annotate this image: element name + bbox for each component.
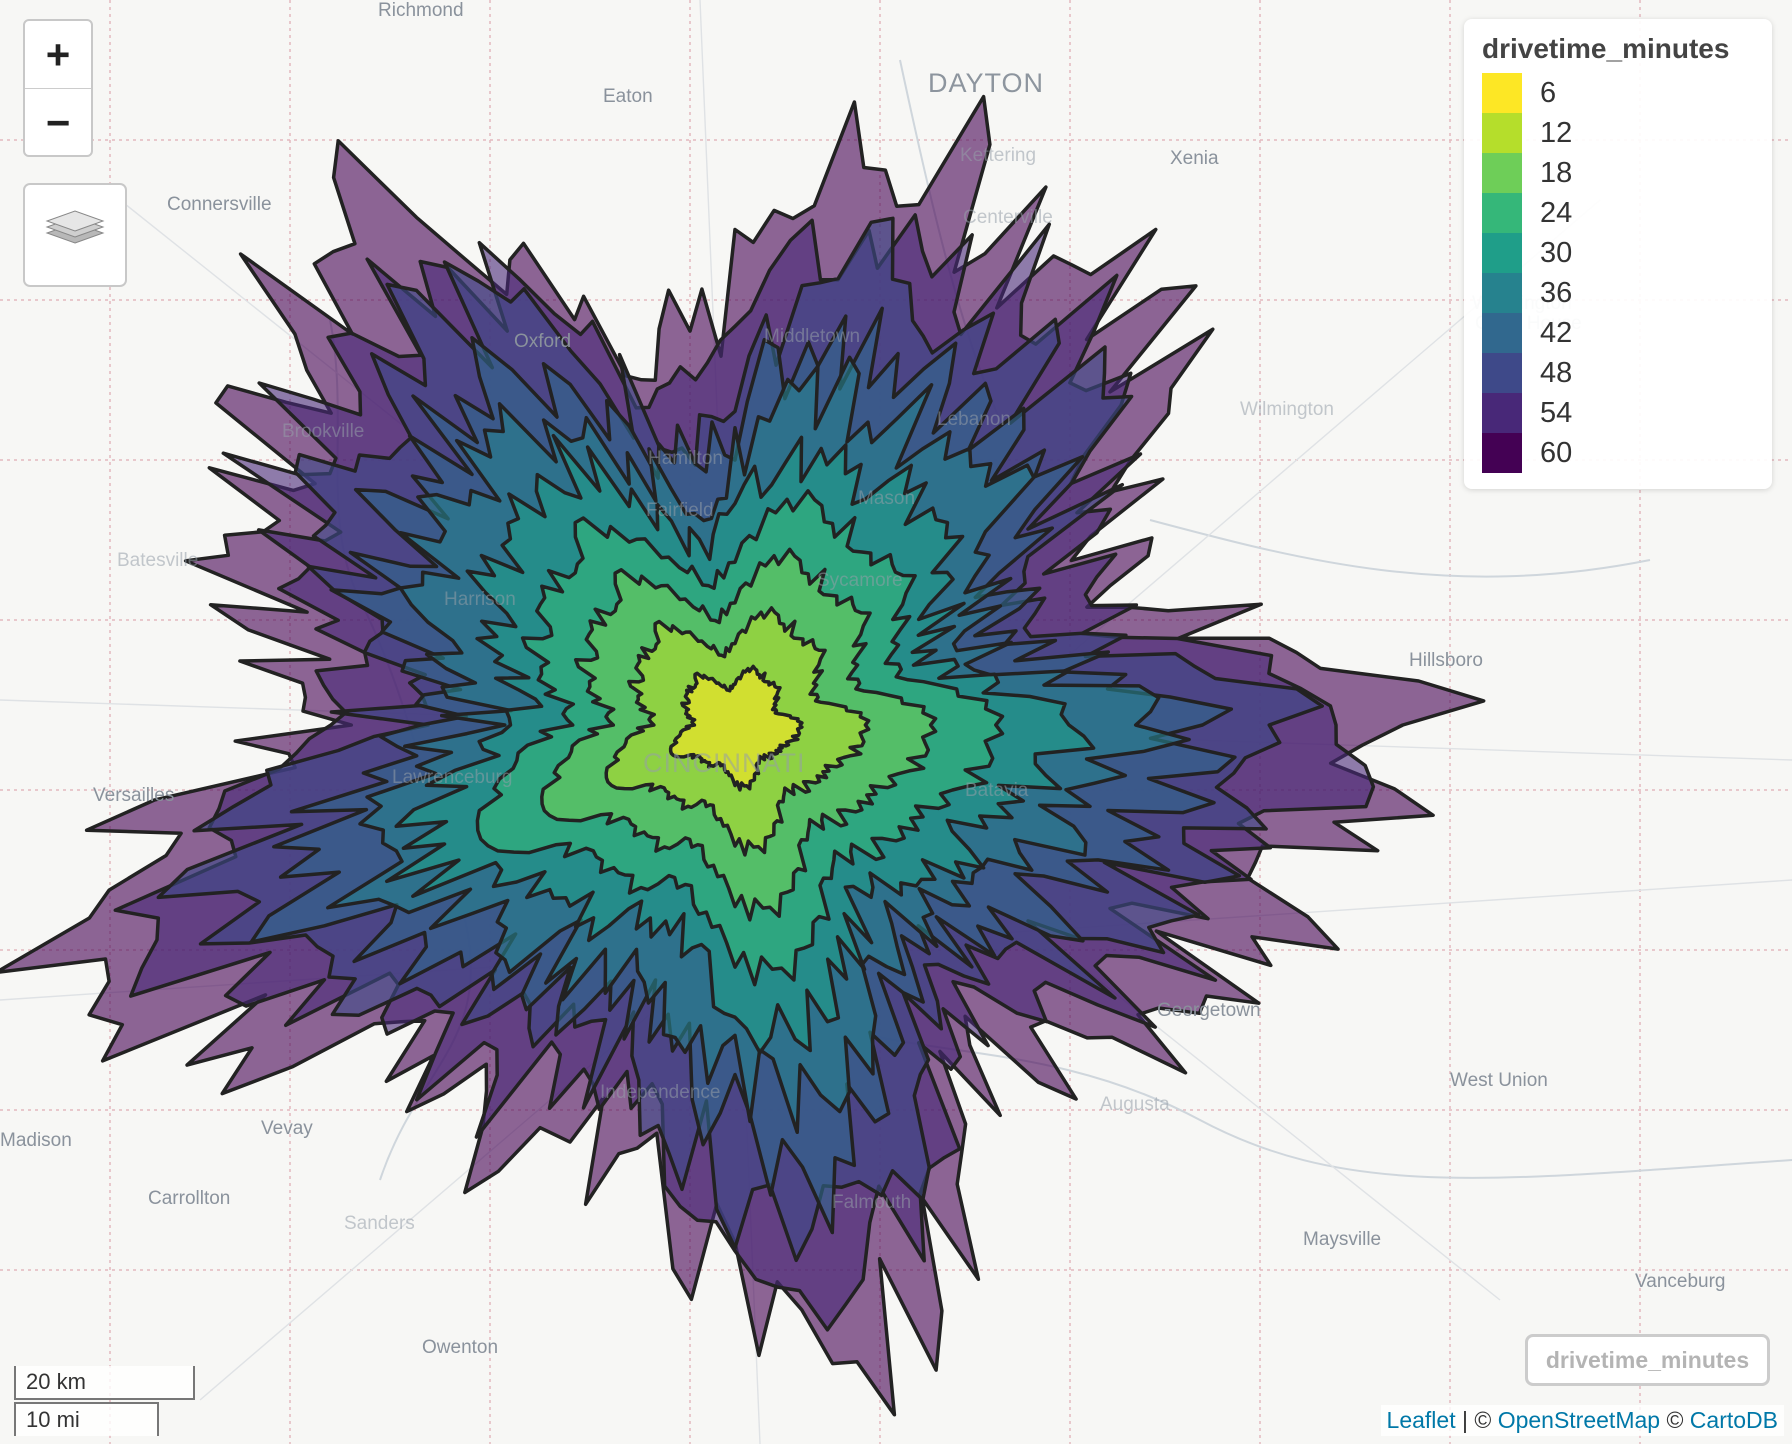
place-label-vanceburg: Vanceburg [1635,1271,1726,1292]
place-label-madison: Madison [0,1130,72,1151]
place-label-batavia: Batavia [965,780,1029,801]
legend-label: 60 [1540,436,1573,469]
legend-title: drivetime_minutes [1482,33,1730,64]
osm-link[interactable]: OpenStreetMap [1497,1407,1661,1433]
legend-item: 12 [1482,113,1754,153]
place-label-versailles: Versailles [93,785,175,806]
legend-item: 54 [1482,393,1754,433]
attribution-sep: | © [1455,1407,1498,1433]
place-label-lebanon: Lebanon [937,409,1011,430]
place-label-dayton: DAYTON [928,68,1045,98]
zoom-out-button[interactable]: − [25,88,91,155]
place-label-wilmington: Wilmington [1240,399,1334,420]
place-label-centerville: Centerville [963,207,1053,228]
legend-swatch [1482,233,1522,273]
place-label-harrison: Harrison [444,589,516,610]
place-label-middletown: Middletown [764,326,861,347]
place-label-cincinnati: CINCINNATI [643,748,806,778]
legend-items: 6 12 18 24 30 36 42 48 54 60 [1482,73,1754,473]
legend-item: 36 [1482,273,1754,313]
place-label-owenton: Owenton [422,1337,499,1358]
place-label-sycamore: Sycamore [817,570,903,591]
place-label-richmond: Richmond [378,0,464,21]
place-label-falmouth: Falmouth [832,1192,912,1213]
legend-swatch [1482,73,1522,113]
legend-item: 30 [1482,233,1754,273]
legend-label: 6 [1540,76,1557,109]
place-label-independence: Independence [600,1082,721,1103]
place-label-sanders: Sanders [344,1213,415,1234]
place-label-mason: Mason [858,488,916,509]
place-label-hamilton: Hamilton [648,448,723,469]
place-label-lawrenceburg: Lawrenceburg [392,767,513,788]
scale-bar-km: 20 km [14,1366,195,1400]
place-label-xenia: Xenia [1170,148,1219,169]
zoom-control: + − [23,19,93,157]
legend-item: 42 [1482,313,1754,353]
layer-toggle-button[interactable]: drivetime_minutes [1525,1334,1770,1386]
legend-item: 24 [1482,193,1754,233]
place-label-maysville: Maysville [1303,1229,1382,1250]
place-label-batesville: Batesville [117,550,199,571]
legend-item: 6 [1482,73,1754,113]
legend-swatch [1482,313,1522,353]
place-label-connersville: Connersville [167,194,272,215]
place-label-carrollton: Carrollton [148,1188,231,1209]
scale-bar-mi: 10 mi [14,1402,159,1436]
place-label-west-union: West Union [1450,1070,1548,1091]
place-label-fairfield: Fairfield [646,500,714,521]
legend-label: 48 [1540,356,1573,389]
carto-link[interactable]: CartoDB [1689,1407,1778,1433]
place-label-augusta: Augusta [1100,1094,1170,1115]
place-label-kettering: Kettering [960,145,1037,166]
legend-item: 18 [1482,153,1754,193]
zoom-in-button[interactable]: + [45,30,71,78]
legend-label: 30 [1540,236,1573,269]
legend-label: 18 [1540,156,1573,189]
layers-control-button[interactable] [23,183,127,287]
legend-item: 48 [1482,353,1754,393]
legend-swatch [1482,153,1522,193]
place-label-eaton: Eaton [603,86,653,107]
attribution-sep2: © [1660,1407,1690,1433]
isochrone-polygon[interactable] [668,664,804,792]
attribution: Leaflet | © OpenStreetMap © CartoDB [1380,1405,1784,1436]
legend-label: 42 [1540,316,1573,349]
place-label-georgetown: Georgetown [1157,1000,1261,1021]
legend-label: 54 [1540,396,1573,429]
legend-swatch [1482,113,1522,153]
legend-swatch [1482,393,1522,433]
layers-icon [45,210,105,244]
legend-swatch [1482,273,1522,313]
legend-label: 12 [1540,116,1573,149]
place-label-brookville: Brookville [282,421,365,442]
isochrone-layer[interactable] [0,94,1486,1417]
legend-item: 60 [1482,433,1754,473]
place-label-vevay: Vevay [261,1118,313,1139]
legend-label: 36 [1540,276,1573,309]
legend-swatch [1482,193,1522,233]
legend-swatch [1482,353,1522,393]
leaflet-link[interactable]: Leaflet [1386,1407,1456,1433]
place-label-hillsboro: Hillsboro [1409,650,1483,671]
legend-swatch [1482,433,1522,473]
place-label-oxford: Oxford [514,331,572,352]
legend-label: 24 [1540,196,1573,229]
legend: drivetime_minutes 6 12 18 24 30 36 42 48 54 60 [1464,19,1772,489]
